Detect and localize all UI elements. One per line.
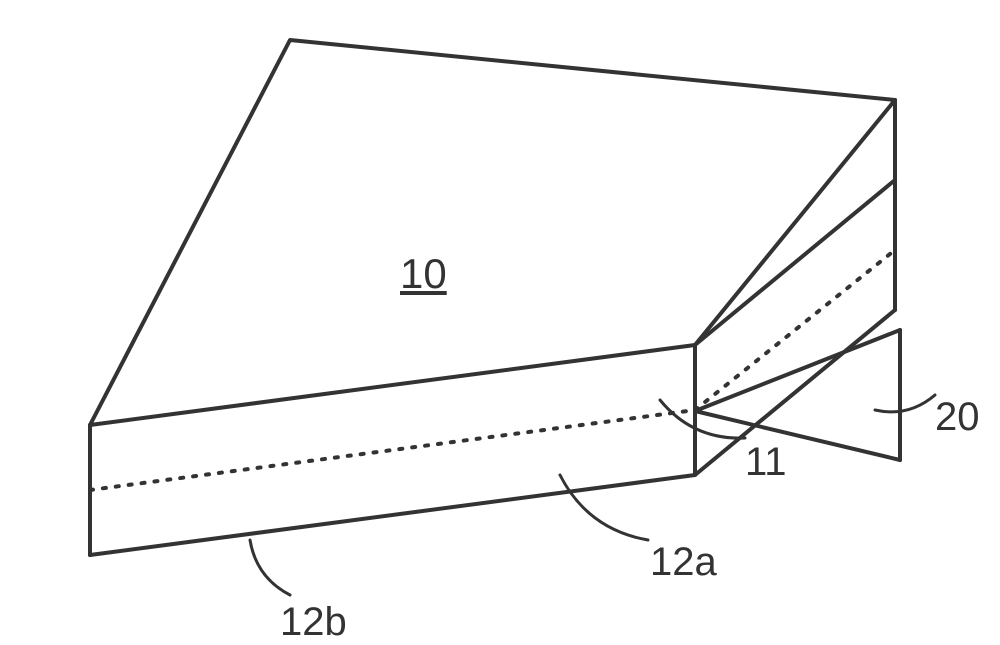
label-12b: 12b xyxy=(280,600,347,645)
label-11: 11 xyxy=(745,440,787,485)
label-10: 10 xyxy=(400,250,447,298)
label-12a: 12a xyxy=(650,540,717,585)
label-20: 20 xyxy=(935,395,980,440)
diagram-svg xyxy=(0,0,1000,639)
